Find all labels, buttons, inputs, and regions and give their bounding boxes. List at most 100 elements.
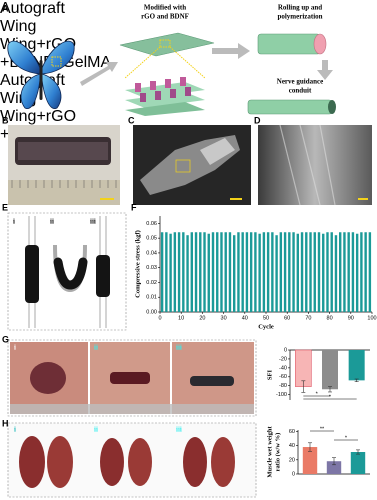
panel-label: A — [2, 3, 9, 13]
y-tick-label: 0.03 — [146, 265, 157, 271]
panel-label: F — [131, 202, 137, 212]
panel-label: B — [2, 115, 9, 125]
bar — [245, 232, 249, 312]
arrow — [80, 62, 118, 86]
arrow — [212, 43, 250, 59]
y-tick-label: 0.04 — [146, 250, 157, 256]
x-tick-label: Wing — [0, 18, 37, 35]
photo-label: iii — [176, 426, 182, 434]
bar — [313, 232, 316, 312]
bar — [275, 235, 278, 312]
schematic-text: polymerization — [277, 13, 322, 21]
bar — [249, 232, 253, 312]
bar — [216, 232, 219, 312]
photo-e — [7, 212, 127, 331]
bar — [211, 232, 215, 312]
bar — [190, 232, 193, 312]
schematic-text: rGO and BDNF — [141, 13, 189, 21]
photo-g — [7, 339, 257, 417]
bar — [271, 232, 274, 312]
bar — [160, 232, 164, 312]
bar — [322, 233, 325, 312]
significance-mark: * — [345, 435, 348, 441]
panel-label: E — [2, 202, 8, 212]
y-tick-label: -60 — [279, 374, 287, 380]
y-tick-label: -80 — [279, 383, 287, 389]
photo-h — [7, 422, 257, 498]
photo-label: ii — [94, 426, 98, 434]
significance-mark: * — [316, 391, 319, 397]
x-tick-label: 70 — [305, 315, 311, 321]
y-tick-label: -40 — [279, 365, 287, 371]
y-tick-label: 0 — [292, 471, 295, 477]
bar — [266, 232, 270, 312]
bar — [262, 232, 266, 312]
y-tick-label: -100 — [276, 392, 287, 398]
x-tick-label: 50 — [263, 315, 269, 321]
x-tick-label: 90 — [348, 315, 354, 321]
bar — [220, 232, 223, 312]
y-tick-label: 60 — [289, 429, 295, 435]
x-tick-label: 60 — [284, 315, 290, 321]
y-axis-label: Compressive stress (kgf) — [134, 230, 141, 298]
bar — [300, 232, 304, 312]
bar — [351, 232, 355, 312]
layer-structure — [125, 77, 205, 116]
schematic-text: Modified with — [144, 4, 186, 12]
bar — [305, 232, 308, 312]
bar — [292, 232, 295, 312]
significance-mark: ** — [320, 426, 325, 432]
bar — [317, 232, 321, 312]
photo-label: i — [14, 426, 16, 434]
bar — [173, 232, 177, 312]
y-axis-label: SFI — [266, 369, 273, 380]
bar — [360, 232, 363, 312]
bar — [326, 461, 342, 474]
bar — [309, 232, 312, 312]
bar — [228, 232, 232, 312]
y-tick-label: 0 — [284, 347, 287, 353]
panel-label: C — [128, 115, 135, 125]
y-axis-label: Muscle wet weight — [266, 426, 273, 478]
bar — [330, 232, 333, 312]
bar — [296, 233, 299, 312]
bar — [165, 232, 168, 312]
bar — [224, 232, 227, 312]
bar — [334, 235, 338, 312]
bar — [186, 235, 189, 312]
y-tick-label: 0.01 — [146, 295, 157, 301]
y-tick-label: 0.00 — [146, 309, 157, 315]
y-tick-label: 0.02 — [146, 280, 157, 286]
photo-label: ii — [50, 218, 54, 226]
y-tick-label: 40 — [289, 443, 295, 449]
bar — [177, 232, 181, 312]
panel-label: H — [2, 418, 9, 428]
bar — [322, 350, 338, 390]
schematic-text: Nerve guidance — [277, 78, 323, 86]
photo-label: iii — [176, 344, 182, 352]
y-tick-label: 0.05 — [146, 236, 157, 242]
bar — [350, 452, 366, 474]
bar — [288, 232, 291, 312]
photo-label: ii — [94, 344, 98, 352]
bar — [355, 233, 359, 312]
rolled-cylinder — [257, 33, 327, 55]
bar — [194, 232, 198, 312]
bar — [241, 232, 244, 312]
bar — [237, 232, 240, 312]
panel-label: G — [2, 334, 9, 344]
y-tick-label: 0.06 — [146, 221, 157, 227]
bar — [182, 232, 185, 312]
bar — [169, 233, 172, 312]
y-tick-label: 20 — [289, 457, 295, 463]
photo-label: iii — [90, 218, 96, 226]
bar — [279, 232, 283, 312]
sem-d — [258, 124, 372, 206]
bar — [233, 235, 236, 312]
bar — [368, 232, 372, 312]
photo-b — [8, 125, 120, 205]
x-tick-label: 80 — [327, 315, 333, 321]
schematic-text: conduit — [289, 87, 312, 95]
